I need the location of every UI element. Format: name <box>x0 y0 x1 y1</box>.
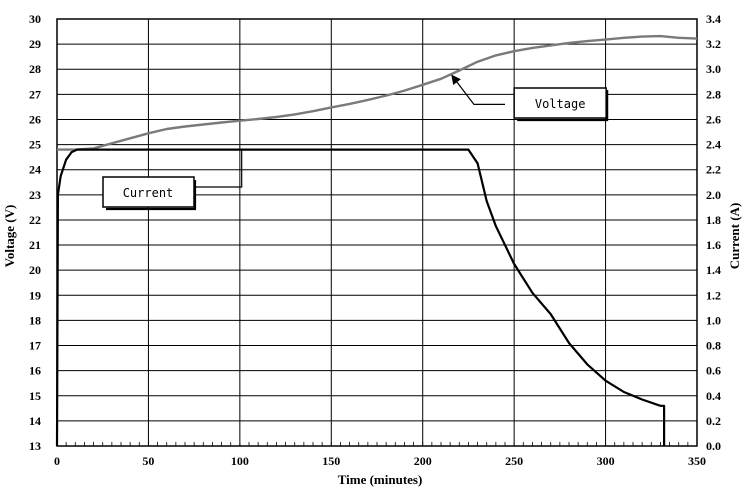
x-tick-label: 50 <box>142 454 154 468</box>
y-right-tick-labels: 0.0 0.2 0.4 0.6 0.8 1.0 1.2 1.4 1.6 1.8 2.0 2.2 2.4 2… <box>706 12 721 453</box>
x-tick-label: 250 <box>505 454 523 468</box>
x-tick-label: 0 <box>54 454 60 468</box>
y-left-tick-label: 18 <box>29 313 41 327</box>
y-right-tick-label: 2.6 <box>706 112 721 126</box>
current-label-text: Current <box>123 186 174 200</box>
x-tick-label: 100 <box>231 454 249 468</box>
y-left-tick-label: 15 <box>29 389 41 403</box>
y-right-tick-label: 3.2 <box>706 37 721 51</box>
y-right-axis-label: Current (A) <box>727 203 742 270</box>
series-group <box>55 34 698 447</box>
y-left-tick-labels: 13 14 15 16 17 18 19 20 21 22 23 24 25 26 27 28 29 30 <box>29 12 41 453</box>
y-right-tick-label: 1.8 <box>706 213 721 227</box>
y-left-tick-label: 27 <box>29 87 41 101</box>
y-left-tick-label: 25 <box>29 138 41 152</box>
annotations: Voltage Current <box>102 74 609 211</box>
y-right-tick-label: 2.2 <box>706 163 721 177</box>
y-right-tick-label: 0.2 <box>706 414 721 428</box>
y-right-tick-label: 1.6 <box>706 238 721 252</box>
y-left-tick-label: 23 <box>29 188 41 202</box>
y-left-tick-label: 20 <box>29 263 41 277</box>
y-right-tick-label: 0.8 <box>706 339 721 353</box>
y-right-tick-label: 0.6 <box>706 364 721 378</box>
grid <box>56 18 698 447</box>
series-line-current <box>55 148 666 447</box>
y-right-tick-label: 2.8 <box>706 87 721 101</box>
y-right-tick-label: 0.4 <box>706 389 721 403</box>
x-tick-labels: 0 50 100 150 200 250 300 350 <box>54 454 706 468</box>
y-left-tick-label: 19 <box>29 288 41 302</box>
x-axis-label: Time (minutes) <box>338 472 423 487</box>
y-left-tick-label: 16 <box>29 364 41 378</box>
current-leader-line <box>194 149 243 188</box>
x-tick-label: 300 <box>597 454 615 468</box>
annotation-current: Current <box>102 149 243 211</box>
y-left-tick-label: 28 <box>29 62 41 76</box>
y-right-tick-label: 3.0 <box>706 62 721 76</box>
y-left-tick-label: 24 <box>29 163 41 177</box>
y-left-tick-label: 13 <box>29 439 41 453</box>
x-tick-label: 350 <box>688 454 706 468</box>
y-right-tick-label: 2.4 <box>706 138 721 152</box>
y-left-tick-label: 22 <box>29 213 41 227</box>
voltage-label-box <box>513 87 607 119</box>
y-left-tick-label: 30 <box>29 12 41 26</box>
annotation-voltage: Voltage <box>451 74 609 122</box>
voltage-label-text: Voltage <box>535 97 586 111</box>
voltage-leader-line <box>451 74 505 106</box>
y-left-tick-label: 14 <box>29 414 41 428</box>
y-right-tick-label: 0.0 <box>706 439 721 453</box>
y-right-tick-label: 3.4 <box>706 12 721 26</box>
y-right-tick-label: 1.2 <box>706 288 721 302</box>
y-right-tick-label: 1.4 <box>706 263 721 277</box>
y-left-tick-label: 17 <box>29 339 41 353</box>
y-right-tick-label: 1.0 <box>706 313 721 327</box>
y-left-tick-label: 21 <box>29 238 41 252</box>
x-tick-label: 150 <box>322 454 340 468</box>
y-left-axis-label: Voltage (V) <box>2 205 17 268</box>
x-tick-label: 200 <box>414 454 432 468</box>
plot-frame <box>56 18 698 447</box>
y-right-tick-label: 2.0 <box>706 188 721 202</box>
y-left-tick-label: 29 <box>29 37 41 51</box>
y-left-tick-label: 26 <box>29 112 41 126</box>
series-line-voltage <box>57 34 698 151</box>
